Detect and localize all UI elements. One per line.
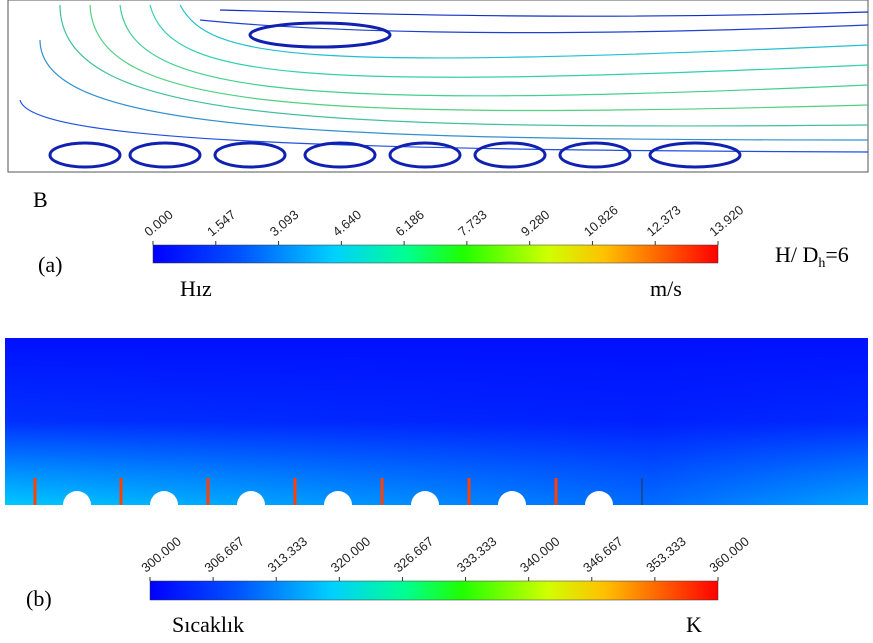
colorbar-tick-label: 12.373 — [644, 202, 684, 239]
colorbar-tick-label: 9.280 — [518, 207, 553, 239]
colorbar-tick-label: 300.000 — [138, 534, 184, 576]
colorbar-quantity: Hız — [180, 276, 212, 301]
colorbar-tick-label: 340.000 — [517, 534, 563, 576]
colorbar-tick-label: 326.667 — [391, 534, 437, 576]
streamline-field — [7, 0, 869, 173]
colorbar-tick-label: 3.093 — [267, 207, 302, 239]
colorbar-tick-label: 320.000 — [328, 534, 374, 576]
colorbar-tick-label: 360.000 — [706, 534, 752, 576]
colorbar-tick-label: 1.547 — [204, 207, 239, 239]
colorbar-tick-label: 10.826 — [581, 202, 621, 239]
ratio-base: H/ D — [775, 242, 818, 267]
colorbar-tick-label: 346.667 — [580, 534, 626, 576]
colorbar-unit: m/s — [650, 276, 682, 301]
colorbar — [152, 244, 719, 264]
panel-label: (a) — [38, 252, 62, 277]
colorbar-tick-label: 0.000 — [141, 207, 176, 239]
colorbar-tick-label: 353.333 — [643, 534, 689, 576]
colorbar-tick-label: 13.920 — [706, 202, 746, 239]
colorbar-tick-label: 4.640 — [330, 207, 365, 239]
colorbar-unit: K — [686, 612, 702, 637]
panel-label: (b) — [26, 586, 52, 611]
colorbar-tick-label: 313.333 — [265, 534, 311, 576]
ratio-rest: =6 — [825, 242, 848, 267]
temperature-field — [5, 338, 868, 519]
colorbar-tick-label: 333.333 — [454, 534, 500, 576]
colorbar-tick-label: 6.186 — [392, 207, 427, 239]
colorbar-quantity: Sıcaklık — [172, 612, 244, 637]
panel-letter: B — [33, 187, 48, 212]
colorbar-tick-label: 306.667 — [201, 534, 247, 576]
colorbar-tick-label: 7.733 — [455, 207, 490, 239]
ratio-label: H/ Dh=6 — [775, 242, 849, 271]
ratio-sub: h — [818, 256, 825, 271]
colorbar — [149, 580, 719, 601]
